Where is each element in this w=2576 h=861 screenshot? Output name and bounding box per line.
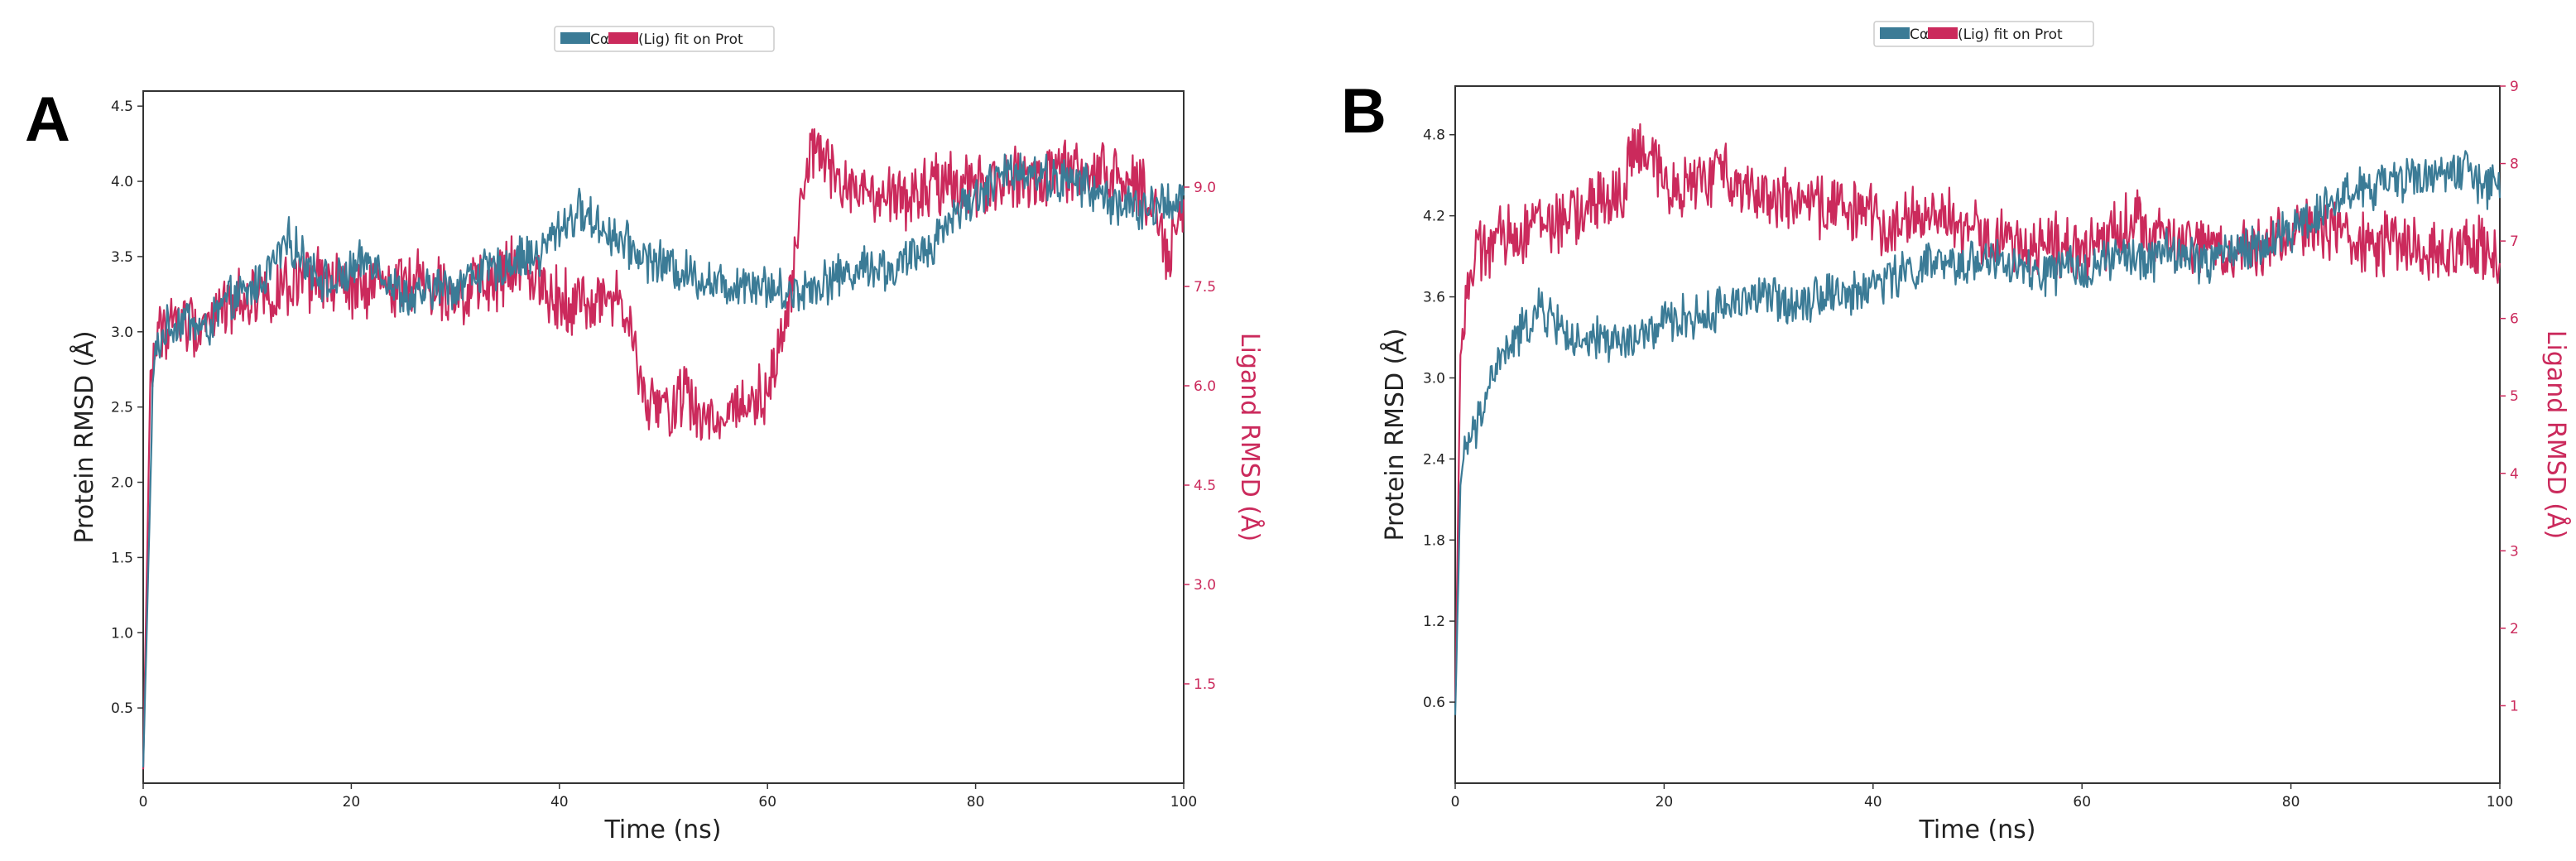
y-right-tick-label: 3 xyxy=(2510,543,2519,560)
y-left-tick-label: 1.8 xyxy=(1423,532,1445,549)
legend-label-ca: Cα xyxy=(590,31,609,48)
chart-panel-b: B Cα (Lig) fit on Prot 0 20 40 60 80 100 0.6 1.… xyxy=(1341,21,2571,844)
y-left-tick-label: 2.4 xyxy=(1423,451,1445,468)
protein-rmsd-series-a xyxy=(142,152,1185,767)
legend-swatch-protein xyxy=(1880,27,1910,39)
axis-ticks-a: 0 20 40 60 80 100 0.5 1.0 1.5 2.0 2.5 3.0 3.5 4.0 4.5 1… xyxy=(111,99,1216,810)
panel-label-b: B xyxy=(1341,76,1387,147)
y-left-tick-label: 1.5 xyxy=(111,550,133,566)
plot-frame-a xyxy=(142,90,1185,784)
x-tick-label: 100 xyxy=(2487,794,2513,810)
y-left-tick-label: 3.0 xyxy=(1423,370,1445,387)
x-tick-label: 100 xyxy=(1170,794,1197,810)
x-tick-label: 40 xyxy=(1864,794,1882,810)
x-tick-label: 0 xyxy=(139,794,148,810)
y-left-tick-label: 4.2 xyxy=(1423,209,1445,225)
y-left-tick-label: 1.0 xyxy=(111,625,133,642)
y-axis-right-label-a: Ligand RMSD (Å) xyxy=(1235,333,1265,541)
y-left-tick-label: 4.5 xyxy=(111,99,133,115)
plot-frame-b xyxy=(1454,85,2501,784)
y-right-tick-label: 7.5 xyxy=(1194,279,1216,296)
y-axis-left-label-b: Protein RMSD (Å) xyxy=(1380,328,1410,541)
legend-label-lig: (Lig) fit on Prot xyxy=(638,31,743,48)
y-left-tick-label: 2.5 xyxy=(111,400,133,416)
x-tick-label: 80 xyxy=(2282,794,2300,810)
y-left-tick-label: 1.2 xyxy=(1423,613,1445,630)
y-left-tick-label: 4.0 xyxy=(111,174,133,190)
ligand-rmsd-series-a xyxy=(142,127,1185,770)
x-tick-label: 20 xyxy=(343,794,361,810)
y-right-tick-label: 4.5 xyxy=(1194,478,1216,494)
y-left-tick-label: 3.5 xyxy=(111,249,133,266)
x-tick-label: 80 xyxy=(967,794,985,810)
y-axis-right-label-b: Ligand RMSD (Å) xyxy=(2541,330,2571,539)
legend-label-ca: Cα xyxy=(1910,26,1929,43)
y-left-tick-label: 3.6 xyxy=(1423,290,1445,306)
legend-b: Cα (Lig) fit on Prot xyxy=(1873,21,2094,47)
y-left-tick-label: 0.5 xyxy=(111,700,133,717)
y-right-tick-label: 3.0 xyxy=(1194,577,1216,594)
x-tick-label: 20 xyxy=(1656,794,1674,810)
y-right-tick-label: 9.0 xyxy=(1194,180,1216,196)
protein-rmsd-line xyxy=(142,152,1185,767)
panel-label-a: A xyxy=(25,84,70,155)
y-right-tick-label: 7 xyxy=(2510,233,2519,250)
legend-label-lig: (Lig) fit on Prot xyxy=(1958,26,2063,43)
y-right-tick-label: 5 xyxy=(2510,388,2519,405)
y-left-tick-label: 0.6 xyxy=(1423,695,1445,711)
chart-panel-a: A Cα (Lig) fit on Prot 0 20 40 60 80 100 0.5 1.… xyxy=(25,26,1265,844)
ligand-rmsd-line xyxy=(142,127,1185,770)
legend-swatch-ligand xyxy=(1928,27,1958,39)
legend-a: Cα (Lig) fit on Prot xyxy=(554,26,775,52)
y-right-tick-label: 6.0 xyxy=(1194,378,1216,395)
axis-ticks-b: 0 20 40 60 80 100 0.6 1.2 1.8 2.4 3.0 3.6 4.2 4.8 1 2 3 4… xyxy=(1423,79,2519,810)
y-left-tick-label: 2.0 xyxy=(111,475,133,492)
x-tick-label: 0 xyxy=(1451,794,1460,810)
x-tick-label: 40 xyxy=(550,794,569,810)
y-right-tick-label: 6 xyxy=(2510,311,2519,328)
legend-swatch-protein xyxy=(560,32,590,44)
y-axis-left-label-a: Protein RMSD (Å) xyxy=(70,330,99,543)
legend-swatch-ligand xyxy=(608,32,638,44)
x-axis-label-a: Time (ns) xyxy=(603,815,721,844)
protein-rmsd-line xyxy=(1454,150,2502,715)
ligand-rmsd-line xyxy=(1454,123,2502,703)
y-right-tick-label: 2 xyxy=(2510,621,2519,637)
y-right-tick-label: 1 xyxy=(2510,698,2519,714)
y-right-tick-label: 8 xyxy=(2510,156,2519,173)
y-left-tick-label: 4.8 xyxy=(1423,127,1445,144)
ligand-rmsd-series-b xyxy=(1454,123,2502,703)
x-tick-label: 60 xyxy=(2073,794,2091,810)
y-left-tick-label: 3.0 xyxy=(111,325,133,341)
y-right-tick-label: 1.5 xyxy=(1194,676,1216,693)
x-tick-label: 60 xyxy=(758,794,776,810)
protein-rmsd-series-b xyxy=(1454,150,2502,715)
x-axis-label-b: Time (ns) xyxy=(1918,815,2035,844)
y-right-tick-label: 9 xyxy=(2510,79,2519,95)
y-right-tick-label: 4 xyxy=(2510,466,2519,483)
